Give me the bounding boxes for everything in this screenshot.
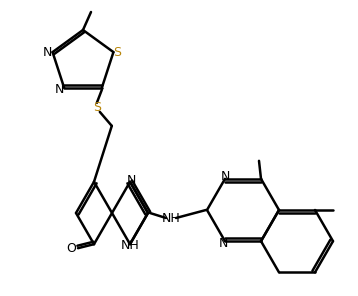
Text: N: N <box>54 83 64 96</box>
Text: S: S <box>93 102 101 114</box>
Text: N: N <box>43 46 52 59</box>
Text: NH: NH <box>161 212 180 224</box>
Text: O: O <box>66 242 76 255</box>
Text: NH: NH <box>121 239 139 252</box>
Text: N: N <box>218 237 228 250</box>
Text: N: N <box>126 174 136 187</box>
Text: N: N <box>220 170 230 183</box>
Text: S: S <box>113 46 121 59</box>
